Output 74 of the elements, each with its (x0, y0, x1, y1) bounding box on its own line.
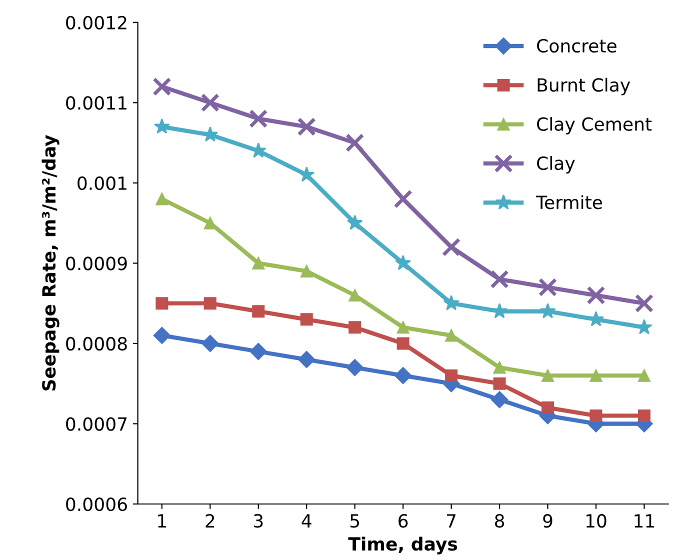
legend-label: Burnt Clay (538, 78, 630, 96)
point (538, 278, 558, 297)
x-tick-label: 5 (350, 514, 359, 528)
x-tick-label: 4 (302, 514, 312, 528)
point (154, 118, 170, 134)
point (396, 321, 410, 334)
point (588, 311, 604, 326)
point (156, 297, 168, 310)
y-tick-label: 0.0012 (66, 16, 126, 30)
legend-label: Clay Cement (537, 116, 652, 134)
point (202, 334, 219, 352)
x-tick-label: 9 (543, 514, 552, 528)
point (250, 342, 267, 360)
point (156, 192, 168, 206)
x-tick-label: 3 (254, 514, 263, 528)
point (152, 77, 172, 96)
point (346, 214, 363, 230)
point (394, 190, 412, 208)
point (490, 270, 509, 289)
y-tick-label: 0.0009 (66, 256, 127, 270)
point (300, 264, 313, 278)
point (492, 303, 508, 318)
point (590, 369, 602, 382)
legend-label: Clay (537, 156, 575, 174)
point (445, 369, 458, 382)
x-tick-label: 8 (495, 514, 504, 528)
point (442, 238, 461, 257)
point (394, 367, 412, 384)
x-tick-label: 11 (634, 514, 654, 528)
point (542, 401, 554, 414)
y-tick-label: 0.0008 (66, 336, 127, 351)
point (345, 133, 364, 152)
point (638, 409, 650, 422)
point (590, 409, 602, 422)
legend-label: Termite (536, 195, 602, 210)
point (252, 305, 265, 318)
point (445, 329, 458, 342)
y-tick-label: 0.001 (78, 176, 126, 190)
point (249, 109, 268, 128)
x-tick-label: 1 (158, 514, 166, 528)
point (298, 350, 316, 368)
y-axis-title: Seepage Rate, m³/m²/day (42, 134, 60, 390)
point (200, 93, 220, 112)
x-tick-label: 7 (447, 514, 456, 528)
point (634, 294, 654, 313)
point (297, 117, 316, 136)
point (348, 289, 362, 302)
x-tick-label: 10 (586, 514, 606, 528)
x-tick-label: 6 (398, 514, 408, 528)
point (202, 126, 218, 142)
point (252, 256, 265, 270)
point (586, 286, 606, 305)
point (638, 369, 650, 382)
point (443, 295, 460, 310)
y-tick-label: 0.0011 (66, 96, 126, 110)
point (300, 313, 313, 326)
point (636, 319, 652, 334)
x-tick-label: 2 (206, 514, 214, 528)
point (493, 361, 506, 374)
point (204, 297, 216, 310)
point (490, 391, 508, 408)
point (540, 303, 556, 318)
point (542, 369, 554, 382)
point (298, 166, 315, 182)
point (153, 326, 170, 344)
point (493, 377, 506, 390)
point (396, 337, 410, 350)
y-tick-label: 0.0006 (66, 497, 127, 512)
y-tick-label: 0.0007 (66, 417, 127, 431)
point (348, 321, 362, 334)
point (346, 358, 364, 376)
point (395, 254, 412, 270)
legend-label: Concrete (537, 38, 616, 53)
x-axis-title: Time, days (348, 536, 458, 554)
